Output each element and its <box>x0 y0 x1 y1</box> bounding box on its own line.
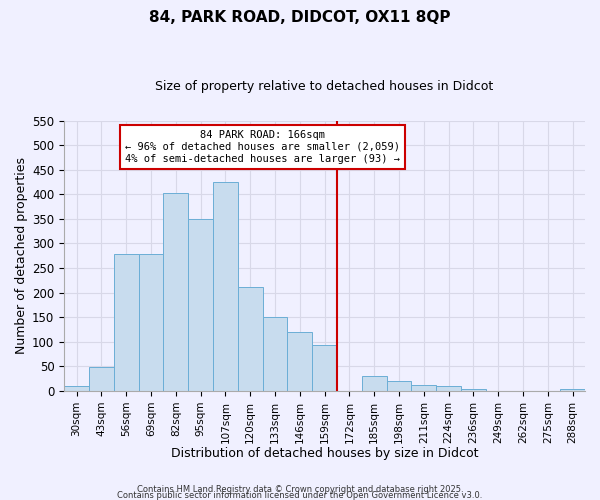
Bar <box>89 368 114 391</box>
Bar <box>436 386 461 391</box>
Bar <box>238 286 263 391</box>
Y-axis label: Number of detached properties: Number of detached properties <box>15 158 28 354</box>
Bar <box>461 389 486 391</box>
Bar <box>386 381 412 391</box>
Text: Contains HM Land Registry data © Crown copyright and database right 2025.: Contains HM Land Registry data © Crown c… <box>137 484 463 494</box>
Bar <box>263 317 287 391</box>
Bar <box>163 193 188 391</box>
Title: Size of property relative to detached houses in Didcot: Size of property relative to detached ho… <box>155 80 494 93</box>
Bar <box>139 254 163 391</box>
Text: 84, PARK ROAD, DIDCOT, OX11 8QP: 84, PARK ROAD, DIDCOT, OX11 8QP <box>149 10 451 25</box>
Bar <box>213 182 238 391</box>
Bar <box>64 386 89 391</box>
Bar <box>287 332 312 391</box>
Text: 84 PARK ROAD: 166sqm
← 96% of detached houses are smaller (2,059)
4% of semi-det: 84 PARK ROAD: 166sqm ← 96% of detached h… <box>125 130 400 164</box>
Bar <box>362 376 386 391</box>
Bar <box>412 385 436 391</box>
Bar <box>188 219 213 391</box>
X-axis label: Distribution of detached houses by size in Didcot: Distribution of detached houses by size … <box>171 447 478 460</box>
Text: Contains public sector information licensed under the Open Government Licence v3: Contains public sector information licen… <box>118 490 482 500</box>
Bar <box>114 254 139 391</box>
Bar <box>312 346 337 391</box>
Bar <box>560 389 585 391</box>
